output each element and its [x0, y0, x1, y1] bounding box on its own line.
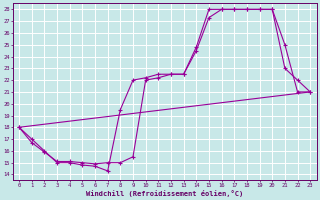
X-axis label: Windchill (Refroidissement éolien,°C): Windchill (Refroidissement éolien,°C) [86, 190, 243, 197]
